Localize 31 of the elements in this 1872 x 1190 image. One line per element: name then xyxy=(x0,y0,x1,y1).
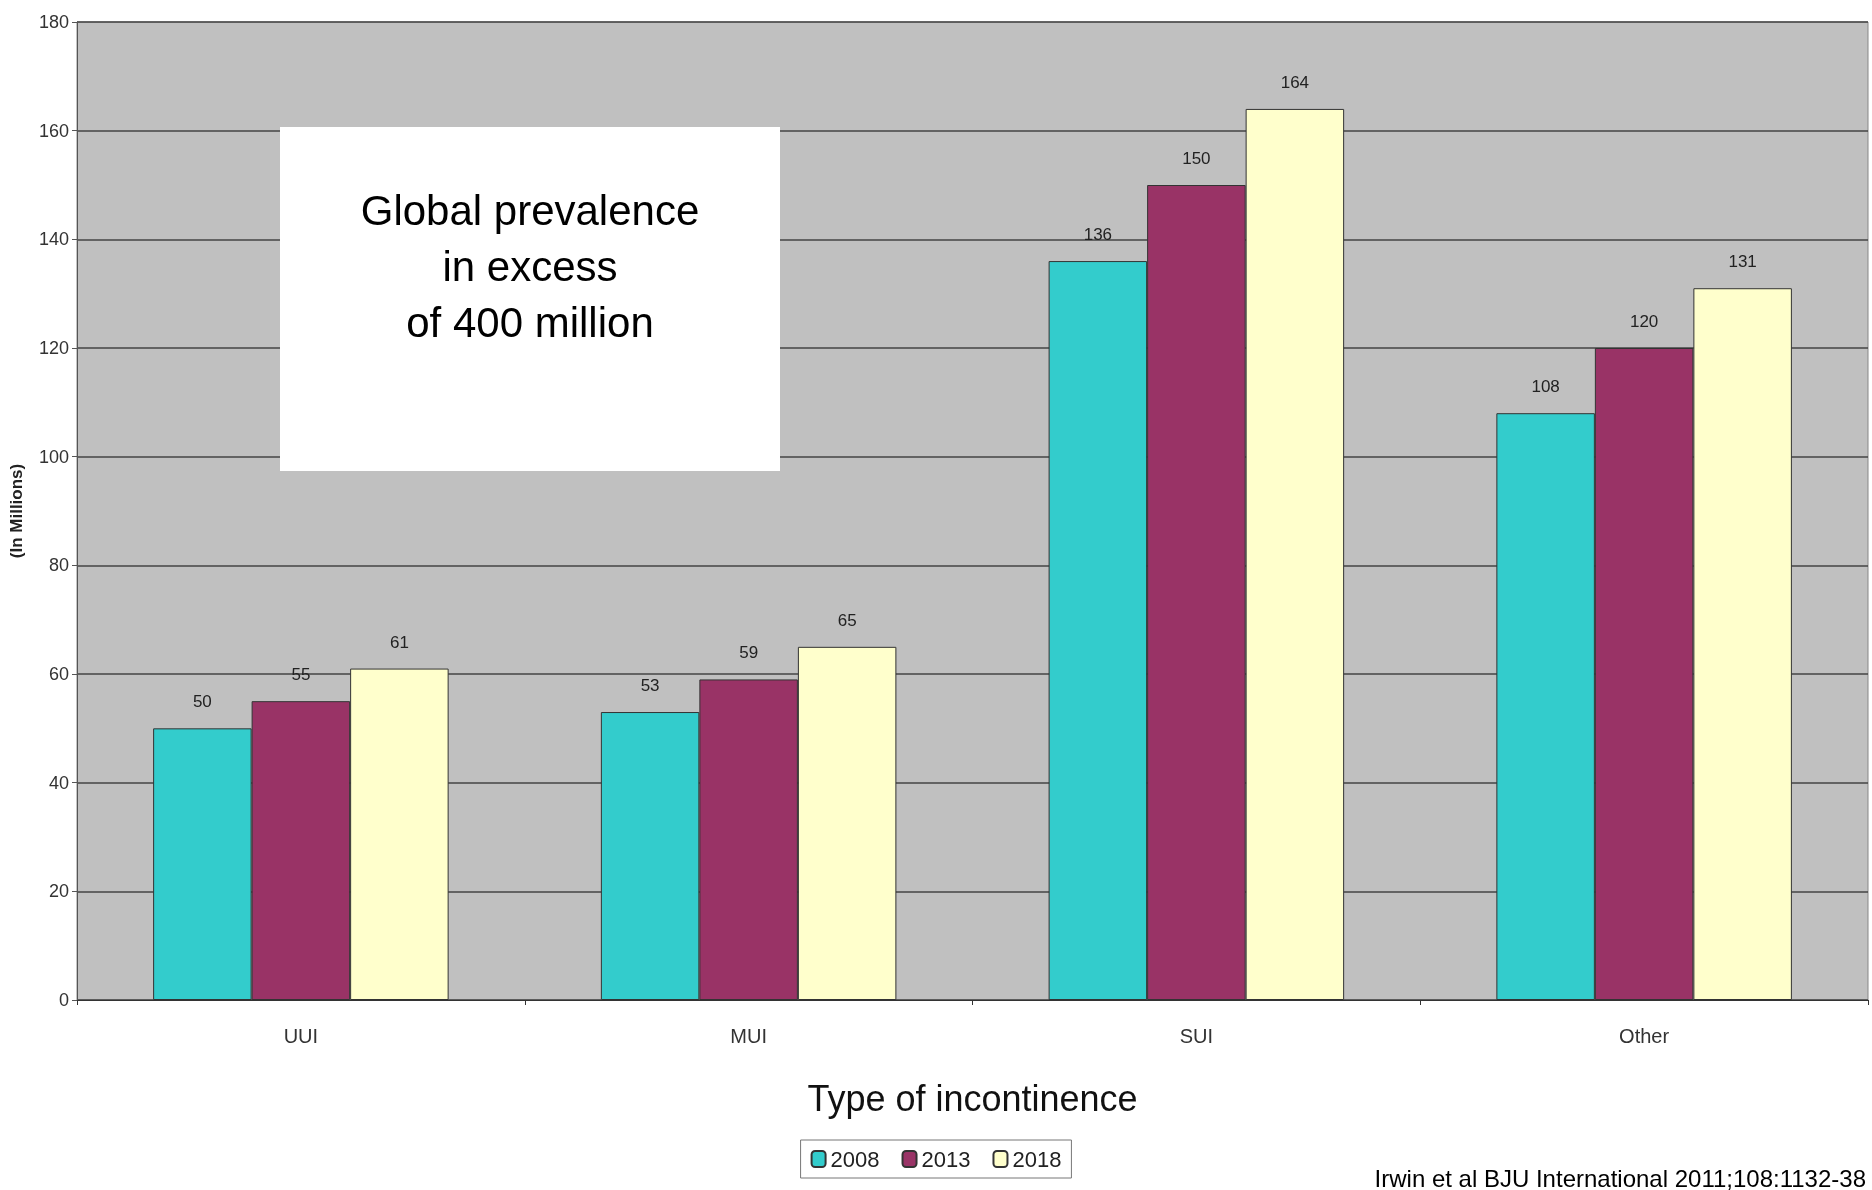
x-tick-label: SUI xyxy=(1179,1025,1214,1047)
data-label: 164 xyxy=(1280,72,1310,92)
x-tick-label: Other xyxy=(1619,1025,1670,1047)
y-tick-label: 180 xyxy=(38,12,69,32)
legend-label: 2008 xyxy=(830,1146,880,1172)
data-label: 120 xyxy=(1629,312,1659,331)
legend-label: 2013 xyxy=(921,1146,971,1172)
data-label: 50 xyxy=(192,692,212,712)
data-label: 131 xyxy=(1728,252,1757,272)
y-tick-label: 120 xyxy=(38,338,69,358)
x-tick-label: MUI xyxy=(730,1025,767,1047)
data-label: 61 xyxy=(389,632,409,652)
x-axis-title: Type of incontinence xyxy=(807,1077,1138,1119)
data-label: 150 xyxy=(1182,149,1211,168)
data-label: 65 xyxy=(837,610,857,630)
y-tick-label: 40 xyxy=(48,772,69,793)
y-tick-label: 140 xyxy=(38,229,69,250)
x-tick-label: UUI xyxy=(283,1025,319,1047)
text: Irwin et al BJU International 2011;108:1132-38 xyxy=(1374,1164,1867,1190)
y-tick-label: 100 xyxy=(38,446,69,467)
y-tick-label: 60 xyxy=(48,664,69,684)
legend-label: 2018 xyxy=(1012,1146,1062,1172)
data-label: 108 xyxy=(1531,377,1560,397)
y-tick-label: 160 xyxy=(38,120,69,141)
y-tick-label: 80 xyxy=(48,555,69,576)
y-tick-label: 0 xyxy=(58,990,69,1010)
data-label: 59 xyxy=(739,643,759,663)
y-tick-label: 20 xyxy=(48,881,69,902)
data-label: 53 xyxy=(640,676,660,696)
y-axis-title: (In Millions) xyxy=(7,463,26,559)
note-box: Global prevalence in excess of 400 million xyxy=(280,127,780,471)
